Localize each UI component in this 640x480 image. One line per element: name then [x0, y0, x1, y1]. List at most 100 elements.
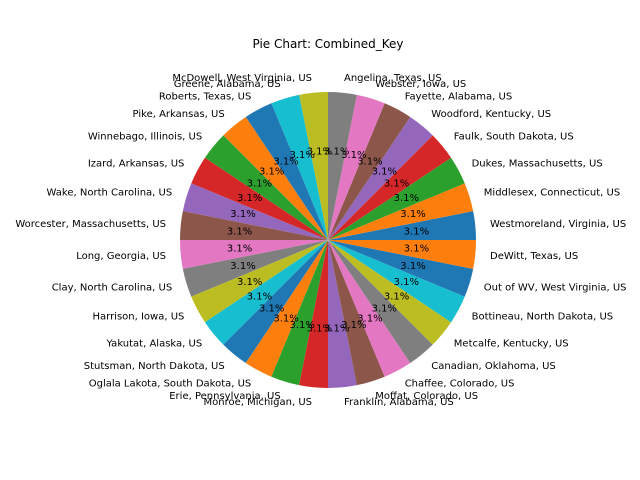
slice-percent-label: 3.1% — [372, 166, 397, 177]
slice-label: Metcalfe, Kentucky, US — [454, 338, 569, 349]
slice-percent-label: 3.1% — [273, 313, 298, 324]
pie-slice — [271, 94, 328, 240]
slice-percent-label: 3.1% — [372, 304, 397, 315]
pie-slice — [328, 183, 474, 240]
slice-label: Pike, Arkansas, US — [133, 109, 225, 120]
slice-label: Bottineau, North Dakota, US — [472, 312, 614, 323]
pie-slice — [328, 240, 357, 388]
slice-percent-label: 3.1% — [404, 244, 429, 255]
slice-label: Faulk, South Dakota, US — [454, 132, 574, 143]
pie-slice — [204, 135, 328, 240]
pie-slice — [223, 116, 328, 240]
slice-label: Angelina, Texas, US — [344, 73, 442, 84]
pie-slice — [328, 240, 465, 323]
slice-percent-label: 3.1% — [384, 179, 409, 190]
pie-slice — [328, 240, 385, 386]
slice-label: Webster, Iowa, US — [375, 79, 466, 90]
slice-label: McDowell, West Virginia, US — [172, 73, 312, 84]
slice-percent-label: 3.1% — [247, 291, 272, 302]
pie-slice — [328, 240, 452, 345]
slice-label: Roberts, Texas, US — [159, 91, 251, 102]
slice-percent-label: 3.1% — [404, 226, 429, 237]
slice-percent-label: 3.1% — [230, 261, 255, 272]
slice-percent-label: 3.1% — [237, 193, 262, 204]
slice-percent-label: 3.1% — [324, 147, 349, 158]
pie-slice — [328, 157, 465, 240]
slice-label: Wake, North Carolina, US — [47, 188, 173, 199]
slice-percent-label: 3.1% — [357, 313, 382, 324]
slice-percent-label: 3.1% — [259, 166, 284, 177]
slice-percent-label: 3.1% — [227, 244, 252, 255]
slice-percent-label: 3.1% — [273, 157, 298, 168]
pie-slice — [182, 183, 328, 240]
pie-slice — [182, 240, 328, 297]
slice-label: Canadian, Oklahoma, US — [431, 361, 555, 372]
percent-labels: 3.1%3.1%3.1%3.1%3.1%3.1%3.1%3.1%3.1%3.1%… — [227, 147, 429, 335]
slice-label: Moffat, Colorado, US — [375, 391, 478, 402]
slice-label: Franklin, Alabama, US — [344, 397, 454, 408]
pie-slice — [245, 103, 328, 240]
pie-slice — [180, 211, 328, 240]
slice-label: Long, Georgia, US — [76, 251, 166, 262]
pie-slice — [328, 240, 411, 377]
pie-slice — [271, 240, 328, 386]
slice-percent-label: 3.1% — [357, 157, 382, 168]
slice-label: Woodford, Kentucky, US — [431, 109, 551, 120]
slice-percent-label: 3.1% — [227, 226, 252, 237]
slice-label: Winnebago, Illinois, US — [88, 132, 202, 143]
slice-label: Oglala Lakota, South Dakota, US — [89, 379, 252, 390]
slice-percent-label: 3.1% — [289, 150, 314, 161]
slice-label: Monroe, Michigan, US — [204, 397, 312, 408]
slice-percent-label: 3.1% — [394, 193, 419, 204]
slice-percent-label: 3.1% — [400, 209, 425, 220]
slice-percent-label: 3.1% — [384, 291, 409, 302]
slice-label: Stutsman, North Dakota, US — [84, 361, 225, 372]
slice-percent-label: 3.1% — [237, 277, 262, 288]
slice-percent-label: 3.1% — [324, 323, 349, 334]
pie-slice — [299, 92, 328, 240]
slice-percent-label: 3.1% — [289, 320, 314, 331]
chart-title: Pie Chart: Combined_Key — [252, 37, 403, 51]
pie-slice — [328, 116, 433, 240]
pie-slice — [328, 240, 433, 364]
pie-slice — [328, 211, 476, 240]
pie-wedges — [180, 92, 476, 388]
pie-slice — [245, 240, 328, 377]
slice-label: Out of WV, West Virginia, US — [484, 282, 627, 293]
slice-label: Fayette, Alabama, US — [405, 91, 513, 102]
pie-slice — [328, 240, 476, 269]
pie-slice — [328, 135, 452, 240]
slice-percent-label: 3.1% — [230, 209, 255, 220]
slice-label: Yakutat, Alaska, US — [105, 338, 202, 349]
pie-slice — [191, 157, 328, 240]
pie-slice — [223, 240, 328, 364]
slice-label: Greene, Alabama, US — [174, 79, 281, 90]
pie-slice — [180, 240, 328, 269]
slice-label: DeWitt, Texas, US — [490, 251, 578, 262]
pie-slice — [299, 240, 328, 388]
pie-slice — [328, 103, 411, 240]
slice-label: Chaffee, Colorado, US — [405, 379, 515, 390]
slice-label: Middlesex, Connecticut, US — [484, 188, 620, 199]
slice-label: Worcester, Massachusetts, US — [15, 219, 166, 230]
pie-slice — [191, 240, 328, 323]
slice-percent-label: 3.1% — [307, 147, 332, 158]
slice-label: Harrison, Iowa, US — [92, 312, 184, 323]
slice-percent-label: 3.1% — [247, 179, 272, 190]
pie-slice — [328, 92, 357, 240]
slice-percent-label: 3.1% — [307, 323, 332, 334]
slice-percent-label: 3.1% — [394, 277, 419, 288]
slice-labels: Westmoreland, Virginia, US Middlesex, Con… — [15, 73, 626, 408]
slice-label: Dukes, Massachusetts, US — [472, 158, 603, 169]
pie-slice — [204, 240, 328, 345]
slice-label: Izard, Arkansas, US — [88, 158, 185, 169]
slice-label: Erie, Pennsylvania, US — [169, 391, 280, 402]
slice-percent-label: 3.1% — [400, 261, 425, 272]
slice-label: Westmoreland, Virginia, US — [490, 219, 626, 230]
slice-percent-label: 3.1% — [259, 304, 284, 315]
slice-percent-label: 3.1% — [341, 150, 366, 161]
pie-slice — [328, 240, 474, 297]
pie-slice — [328, 94, 385, 240]
